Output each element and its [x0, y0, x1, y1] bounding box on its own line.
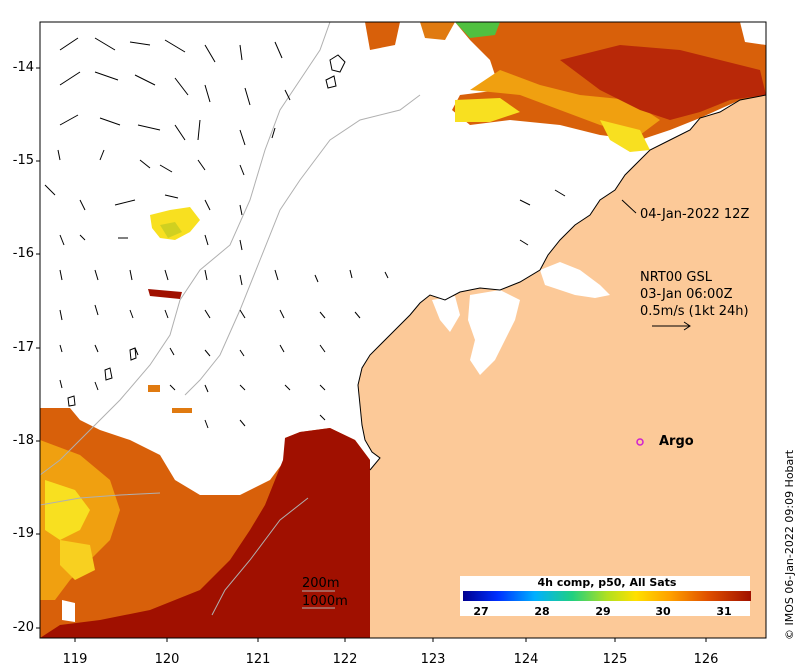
- x-tick-label: 124: [513, 652, 539, 667]
- isobath-200-label: 200m: [302, 576, 340, 591]
- colorbar-gradient: [463, 591, 751, 601]
- timestamp-pointer: [621, 199, 637, 214]
- credit-label: © IMOS 06-Jan-2022 09:09 Hobart: [783, 449, 796, 640]
- colorbar-tick: 27: [473, 605, 489, 618]
- colorbar-title: 4h comp, p50, All Sats: [537, 576, 677, 589]
- islands: [67, 54, 346, 407]
- x-tick-label: 126: [693, 652, 719, 667]
- land-mass: [358, 95, 766, 638]
- current-time-label: 03-Jan 06:00Z: [640, 287, 733, 302]
- timestamp-label: 04-Jan-2022 12Z: [640, 207, 750, 222]
- y-tick-label: -18: [12, 433, 34, 448]
- y-tick-label: -15: [12, 153, 34, 168]
- y-tick-label: -20: [12, 620, 34, 635]
- x-tick-label: 123: [420, 652, 446, 667]
- x-tick-label: 119: [62, 652, 88, 667]
- colorbar-tick: 29: [595, 605, 611, 618]
- x-tick-label: 121: [245, 652, 271, 667]
- x-tick-label: 122: [332, 652, 358, 667]
- argo-marker: [636, 438, 644, 446]
- colorbar-tick: 30: [655, 605, 671, 618]
- colorbar-tick: 28: [534, 605, 550, 618]
- y-tick-label: -19: [12, 526, 34, 541]
- isobath-contours: [40, 22, 421, 616]
- sst-layer: [40, 22, 766, 638]
- x-tick-label: 125: [602, 652, 628, 667]
- axis-ticks: [36, 67, 707, 642]
- coastline: [357, 94, 766, 471]
- scale-label: 0.5m/s (1kt 24h): [640, 304, 749, 319]
- x-tick-label: 120: [154, 652, 180, 667]
- isobath-1000-label: 1000m: [302, 594, 348, 609]
- y-tick-label: -14: [12, 60, 34, 75]
- current-vectors: [44, 37, 691, 429]
- argo-label: Argo: [659, 434, 694, 449]
- colorbar-tick: 31: [716, 605, 732, 618]
- y-tick-label: -16: [12, 246, 34, 261]
- current-source-label: NRT00 GSL: [640, 270, 712, 285]
- y-tick-label: -17: [12, 340, 34, 355]
- map-frame: [39, 21, 767, 639]
